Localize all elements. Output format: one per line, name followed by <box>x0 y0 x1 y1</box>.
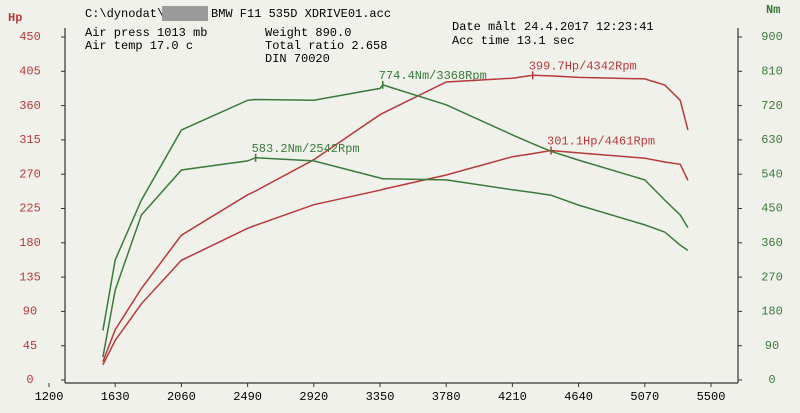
data-label: 774.4Nm/3368Rpm <box>379 69 487 83</box>
series-line <box>102 74 689 362</box>
y2-axis-title: Nm <box>766 3 780 17</box>
y2-tick-label: 630 <box>761 133 783 147</box>
y2-tick-label: 540 <box>761 167 783 181</box>
norm: DIN 70020 <box>265 52 330 66</box>
y2-tick-label: 900 <box>761 30 783 44</box>
series-line <box>102 149 689 366</box>
y2-tick-label: 180 <box>761 305 783 319</box>
y-tick-label: 315 <box>19 133 41 147</box>
x-tick-label: 1200 <box>35 390 64 404</box>
y2-tick-label: 810 <box>761 64 783 78</box>
y-tick-label: 405 <box>19 64 41 78</box>
air-press: Air press 1013 mb <box>85 26 207 40</box>
y-tick-label: 0 <box>26 373 33 387</box>
x-tick-label: 3780 <box>432 390 461 404</box>
x-tick-label: 3350 <box>366 390 395 404</box>
x-tick-label: 5070 <box>630 390 659 404</box>
series-line <box>102 156 689 358</box>
y2-tick-label: 720 <box>761 99 783 113</box>
air-temp: Air temp 17.0 c <box>85 39 193 53</box>
data-label: 301.1Hp/4461Rpm <box>547 135 655 149</box>
series-line <box>102 84 689 331</box>
y-tick-label: 90 <box>23 305 37 319</box>
x-tick-label: 4640 <box>564 390 593 404</box>
y-tick-label: 360 <box>19 99 41 113</box>
x-tick-label: 2060 <box>167 390 196 404</box>
data-label: 399.7Hp/4342Rpm <box>529 60 637 74</box>
x-tick-label: 2920 <box>299 390 328 404</box>
y2-tick-label: 0 <box>768 373 775 387</box>
y-tick-label: 180 <box>19 236 41 250</box>
y-tick-label: 450 <box>19 30 41 44</box>
y-tick-label: 270 <box>19 167 41 181</box>
acc-time: Acc time 13.1 sec <box>452 34 574 48</box>
y2-tick-label: 270 <box>761 270 783 284</box>
x-tick-label: 2490 <box>233 390 262 404</box>
x-tick-label: 5500 <box>697 390 726 404</box>
y-tick-label: 225 <box>19 202 41 216</box>
weight: Weight 890.0 <box>265 26 351 40</box>
data-label: 583.2Nm/2542Rpm <box>252 142 360 156</box>
y-tick-label: 135 <box>19 270 41 284</box>
y-axis-title: Hp <box>8 11 22 25</box>
y2-tick-label: 90 <box>765 339 779 353</box>
x-tick-label: 1630 <box>101 390 130 404</box>
file-name: BMW F11 535D XDRIVE01.acc <box>211 7 391 21</box>
file-path: C:\dynodat\ <box>85 7 164 21</box>
total-ratio: Total ratio 2.658 <box>265 39 387 53</box>
redaction <box>162 6 208 21</box>
date: Date målt 24.4.2017 12:23:41 <box>452 20 654 34</box>
y-tick-label: 45 <box>23 339 37 353</box>
y2-tick-label: 450 <box>761 202 783 216</box>
y2-tick-label: 360 <box>761 236 783 250</box>
x-tick-label: 4210 <box>498 390 527 404</box>
